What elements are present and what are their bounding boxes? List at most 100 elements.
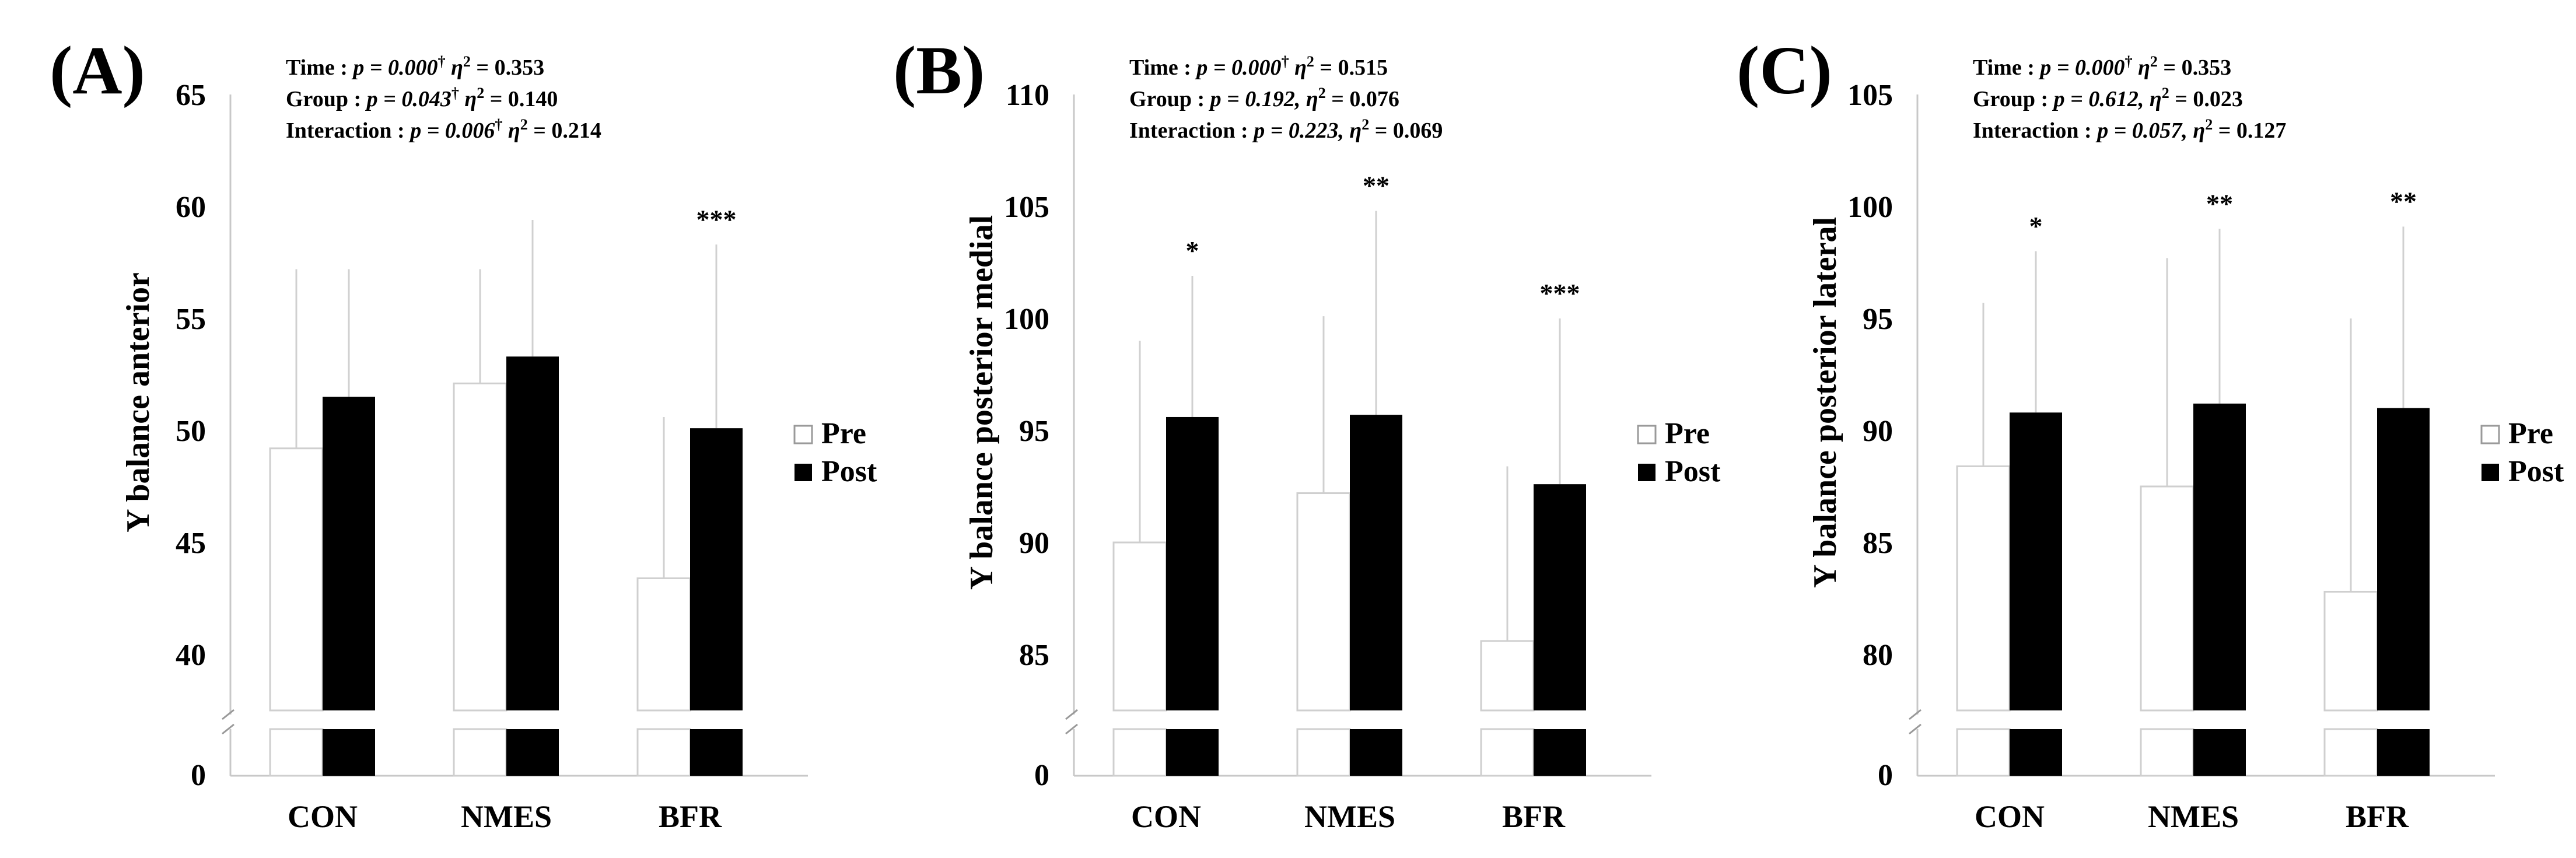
y-tick-label: 50 — [176, 415, 206, 448]
y-tick-label: 45 — [176, 527, 206, 560]
stats-p-value: p = 0.612, — [2052, 87, 2144, 111]
bar-pre-stub — [453, 728, 508, 777]
eta-value: = 0.353 — [2158, 55, 2231, 80]
legend-swatch-post — [794, 464, 812, 481]
chart-panel-c: (C) 80 85 90 95 100 105 0 Y balance posterior la… — [1737, 32, 2564, 834]
eta-symbol: η — [451, 55, 463, 80]
y-axis-label: Y balance anterior — [120, 272, 156, 533]
y-tick-label-zero: 0 — [1034, 759, 1049, 792]
y-tick-label: 100 — [1847, 191, 1893, 224]
eta-superscript: 2 — [2150, 53, 2158, 70]
x-tick-label: NMES — [2148, 799, 2239, 834]
bar-post-stub — [506, 729, 559, 776]
stats-label: Time : — [1973, 55, 2040, 80]
eta-value: = 0.515 — [1314, 55, 1388, 80]
stats-p-value: p = 0.006 — [408, 118, 495, 143]
stats-line-group: Group : p = 0.192, η2 = 0.076 — [1129, 85, 1399, 112]
stats-label: Group : — [1973, 87, 2054, 111]
stats-p-value: p = 0.223, — [1252, 118, 1344, 143]
bar-post — [690, 428, 743, 710]
bar-post — [2010, 412, 2062, 710]
bar-post-stub — [2377, 729, 2430, 776]
bar-pre-stub — [2323, 728, 2378, 777]
chart-panel-b: (B) 85 90 95 100 105 110 0 Y balance posterior m… — [893, 32, 1721, 834]
eta-symbol: η — [2193, 118, 2205, 143]
bar-post — [2377, 408, 2430, 710]
eta-symbol: η — [508, 118, 520, 143]
bar-post-stub — [2010, 729, 2062, 776]
significance-marker: ** — [1363, 171, 1390, 201]
bar-pre-stub — [636, 728, 691, 777]
stats-p-value: p = 0.043 — [365, 87, 452, 111]
bar-pre-stub — [269, 728, 324, 777]
stats-label: Group : — [1129, 87, 1210, 111]
x-tick-label: BFR — [2346, 799, 2409, 834]
stats-label: Time : — [1129, 55, 1196, 80]
bar-pre — [2323, 590, 2378, 712]
dagger-mark: † — [2125, 53, 2133, 70]
stats-space — [2133, 55, 2138, 80]
y-tick-label: 40 — [176, 639, 206, 672]
eta-symbol: η — [1294, 55, 1307, 80]
eta-superscript: 2 — [1362, 116, 1369, 133]
stats-line-time: Time : p = 0.000† η2 = 0.353 — [1973, 53, 2231, 80]
eta-superscript: 2 — [2205, 116, 2213, 133]
bar-pre-stub — [1112, 728, 1167, 777]
axis-break-mark — [1065, 723, 1078, 735]
dagger-mark: † — [438, 53, 446, 70]
stats-space — [1300, 87, 1306, 111]
stats-label: Interaction : — [1973, 118, 2097, 143]
stats-space — [2144, 87, 2150, 111]
stats-line-interaction: Interaction : p = 0.057, η2 = 0.127 — [1973, 116, 2286, 143]
y-tick-label: 55 — [176, 303, 206, 336]
y-tick-label: 95 — [1019, 415, 1049, 448]
stats-line-group: Group : p = 0.612, η2 = 0.023 — [1973, 85, 2243, 112]
eta-value: = 0.076 — [1326, 87, 1399, 111]
stats-label: Interaction : — [286, 118, 410, 143]
dagger-mark: † — [495, 116, 502, 133]
y-tick-label: 95 — [1863, 303, 1893, 336]
stats-space — [1289, 55, 1295, 80]
eta-symbol: η — [1349, 118, 1362, 143]
y-tick-label: 105 — [1004, 191, 1049, 224]
bar-pre-stub — [1480, 728, 1535, 777]
y-tick-label: 85 — [1019, 639, 1049, 672]
eta-value: = 0.140 — [484, 87, 558, 111]
y-tick-label: 100 — [1004, 303, 1049, 336]
y-tick-label: 80 — [1863, 639, 1893, 672]
stats-line-group: Group : p = 0.043† η2 = 0.140 — [286, 85, 558, 112]
x-tick-label: BFR — [1502, 799, 1566, 834]
eta-value: = 0.127 — [2213, 118, 2286, 143]
stats-label: Time : — [286, 55, 353, 80]
legend-label-post: Post — [2508, 455, 2564, 488]
bar-post-stub — [1350, 729, 1402, 776]
bar-post-stub — [1166, 729, 1219, 776]
stats-line-interaction: Interaction : p = 0.006† η2 = 0.214 — [286, 116, 601, 143]
significance-marker: * — [1186, 236, 1199, 265]
stats-p-value: p = 0.057, — [2095, 118, 2188, 143]
dagger-mark: † — [1282, 53, 1289, 70]
dagger-mark: † — [452, 85, 459, 101]
legend-label-pre: Pre — [821, 417, 866, 450]
eta-value: = 0.214 — [528, 118, 601, 143]
x-tick-label: NMES — [1304, 799, 1395, 834]
axis-break-mark — [1909, 709, 1922, 720]
stats-label: Group : — [286, 87, 367, 111]
significance-marker: *** — [696, 204, 737, 234]
bar-pre-stub — [1296, 728, 1351, 777]
bar-post — [506, 356, 559, 710]
legend-label-post: Post — [821, 455, 877, 488]
stats-p-value: p = 0.192, — [1209, 87, 1301, 111]
stats-space — [2188, 118, 2193, 143]
y-axis-label: Y balance posterior medial — [964, 215, 1000, 590]
stats-line-interaction: Interaction : p = 0.223, η2 = 0.069 — [1129, 116, 1443, 143]
x-tick-label: CON — [1975, 799, 2045, 834]
legend-swatch-post — [1638, 464, 1656, 481]
bar-post-stub — [2193, 729, 2246, 776]
panel-label: (C) — [1737, 32, 1832, 108]
x-tick-label: NMES — [461, 799, 552, 834]
stats-p-value: p = 0.000 — [351, 55, 438, 80]
eta-value: = 0.069 — [1369, 118, 1443, 143]
bar-pre — [1480, 640, 1535, 712]
